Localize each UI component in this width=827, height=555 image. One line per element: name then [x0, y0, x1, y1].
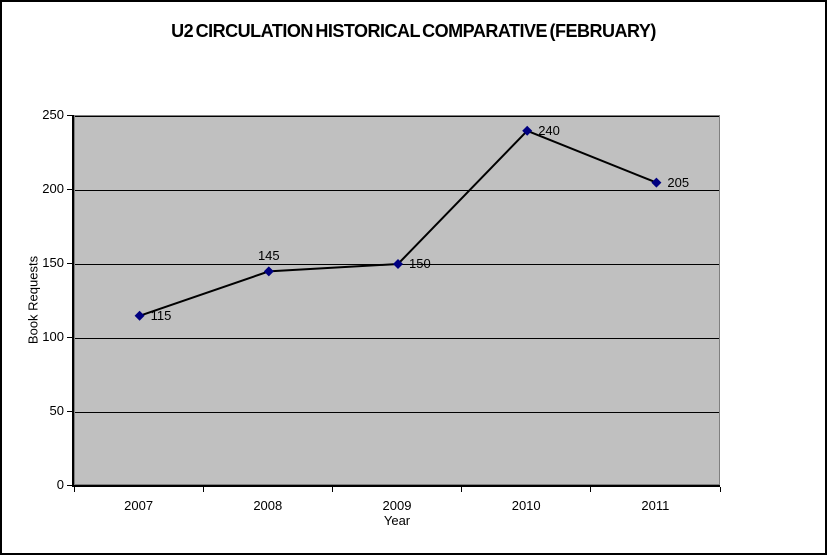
data-label-2009: 150: [409, 256, 431, 271]
y-tick-label-250: 250: [42, 107, 64, 122]
data-label-2010: 240: [538, 122, 560, 138]
data-label-2008: 145: [257, 248, 280, 264]
x-tick-label-2008: 2008: [253, 498, 283, 513]
y-tick-label-0: 0: [56, 477, 64, 492]
y-axis-line: [72, 115, 74, 487]
diamond-marker-2008: [263, 266, 274, 277]
y-tick-label-50: 50: [49, 403, 64, 418]
diamond-marker-2011: [651, 177, 662, 188]
plot-area: 115 145 150 240 205: [74, 115, 720, 485]
y-tick-label-150: 150: [42, 255, 64, 270]
y-tick-200: [67, 188, 72, 190]
y-tick-250: [67, 114, 72, 116]
x-tick-2: [331, 487, 333, 492]
x-tick-4: [590, 487, 592, 492]
y-tick-label-200: 200: [42, 181, 64, 196]
x-axis-line: [72, 485, 720, 487]
y-tick-0: [67, 484, 72, 486]
data-label-2011: 205: [667, 174, 690, 190]
x-tick-label-2007: 2007: [124, 498, 154, 513]
gridline-250: [75, 115, 719, 117]
y-tick-100: [67, 336, 72, 338]
y-tick-label-100: 100: [42, 329, 64, 344]
x-axis-title: Year: [383, 513, 411, 528]
x-tick-3: [461, 487, 463, 492]
x-tick-1: [202, 487, 204, 492]
data-label-2007: 115: [150, 307, 172, 323]
gridline-100: [75, 337, 719, 339]
diamond-marker-2010: [522, 125, 533, 136]
line-series: [134, 125, 662, 321]
y-tick-150: [67, 262, 72, 264]
x-tick-5: [719, 487, 721, 492]
x-tick-label-2011: 2011: [641, 498, 670, 513]
y-tick-50: [67, 410, 72, 412]
diamond-marker-2009: [393, 259, 403, 269]
chart-title: U2 CIRCULATION HISTORICAL COMPARATIVE (F…: [171, 21, 656, 41]
x-tick-0: [73, 487, 75, 492]
diamond-marker-2007: [134, 310, 145, 321]
x-tick-label-2010: 2010: [511, 498, 541, 513]
series-line: [139, 129, 657, 317]
gridline-50: [75, 411, 719, 413]
gridline-200: [75, 189, 719, 191]
x-tick-label-2009: 2009: [382, 498, 412, 513]
